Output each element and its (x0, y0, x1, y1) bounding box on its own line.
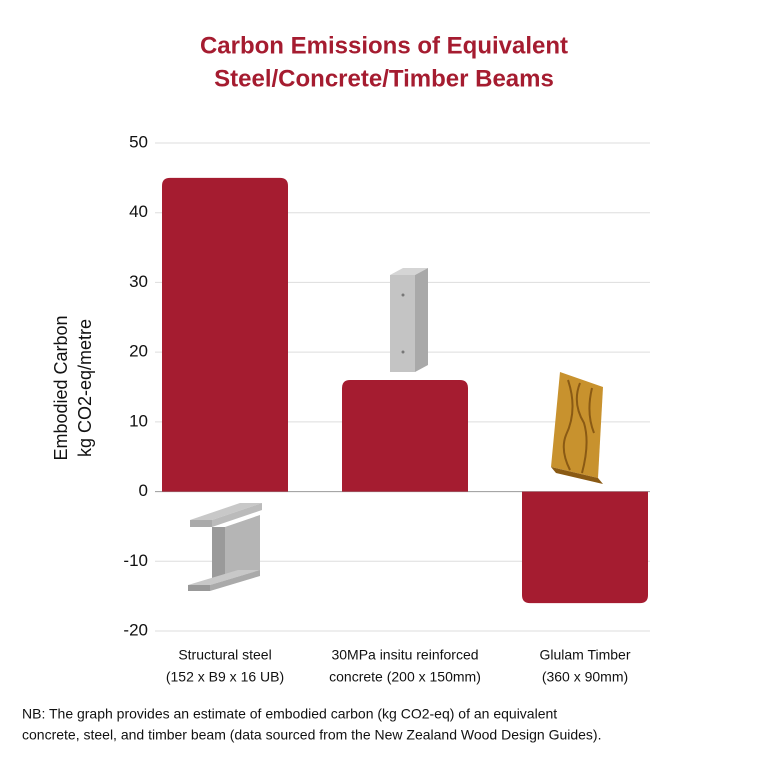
bar (522, 491, 648, 604)
y-axis-label: kg CO2-eq/metre (75, 319, 95, 457)
y-tick-label: 50 (129, 132, 148, 151)
bar (342, 380, 468, 492)
footnote: concrete, steel, and timber beam (data s… (22, 727, 601, 743)
y-tick-label: 10 (129, 411, 148, 430)
bar (162, 177, 288, 492)
chart-title: Steel/Concrete/Timber Beams (214, 65, 554, 92)
y-tick-label: 40 (129, 202, 148, 221)
y-tick-label: 20 (129, 342, 148, 361)
x-tick-label: concrete (200 x 150mm) (329, 669, 481, 685)
y-tick-label: 30 (129, 272, 148, 291)
x-tick-label: (360 x 90mm) (542, 669, 628, 685)
y-axis-label: Embodied Carbon (51, 315, 71, 460)
x-tick-label: Structural steel (178, 647, 271, 663)
chart-title: Carbon Emissions of Equivalent (200, 32, 568, 59)
x-tick-label: (152 x B9 x 16 UB) (166, 669, 284, 685)
x-tick-label: Glulam Timber (539, 647, 630, 663)
footnote: NB: The graph provides an estimate of em… (22, 706, 557, 722)
x-tick-label: 30MPa insitu reinforced (331, 647, 478, 663)
steel-beam-icon (188, 503, 262, 591)
y-tick-label: -20 (123, 620, 148, 639)
concrete-beam-icon (390, 268, 428, 372)
timber-beam-icon (551, 372, 603, 484)
y-tick-label: -10 (123, 551, 148, 570)
y-tick-label: 0 (139, 481, 148, 500)
